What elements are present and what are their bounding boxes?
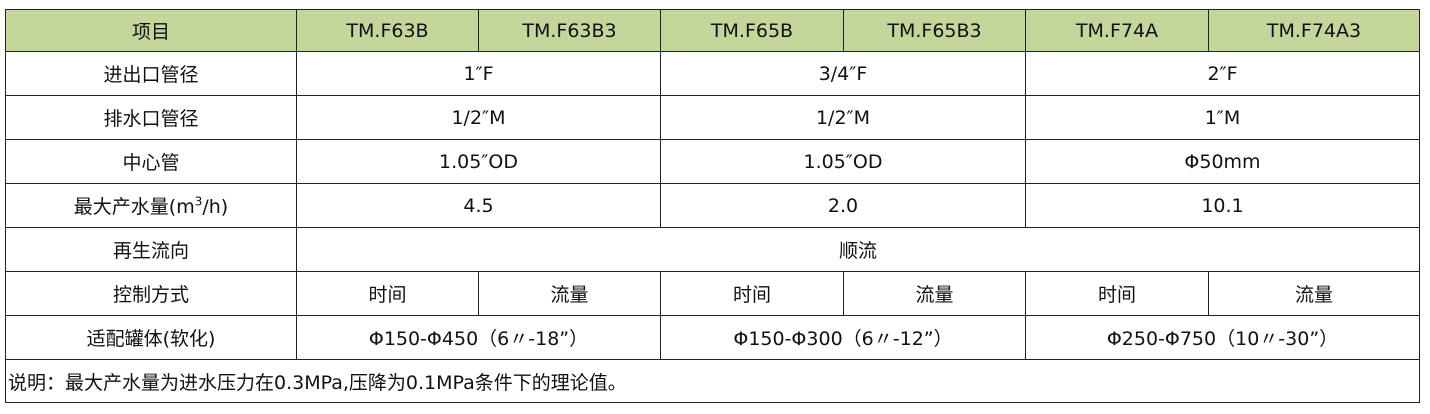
table-row: 进出口管径 1″F 3/4″F 2″F	[5, 51, 1420, 96]
cell: 流量	[1208, 271, 1420, 316]
row-label: 最大产水量(m3/h)	[5, 183, 297, 228]
spec-table: 项目 TM.F63B TM.F63B3 TM.F65B TM.F65B3 TM.…	[5, 9, 1420, 403]
cell: Φ150-Φ450（6〃-18”）	[296, 315, 661, 360]
cell: 流量	[478, 271, 661, 316]
cell: 2.0	[660, 183, 1026, 228]
row-label: 排水口管径	[5, 95, 297, 140]
cell: Φ150-Φ300（6〃-12”）	[660, 315, 1026, 360]
note-text: 说明：最大产水量为进水压力在0.3MPa,压降为0.1MPa条件下的理论值。	[5, 359, 1420, 403]
table-row: 中心管 1.05″OD 1.05″OD Φ50mm	[5, 139, 1420, 184]
header-model: TM.F74A	[1025, 9, 1209, 52]
row-label: 中心管	[5, 139, 297, 184]
cell: 时间	[660, 271, 844, 316]
table-row: 适配罐体(软化) Φ150-Φ450（6〃-18”） Φ150-Φ300（6〃-…	[5, 315, 1420, 360]
row-label: 适配罐体(软化)	[5, 315, 297, 360]
row-label: 再生流向	[5, 227, 297, 272]
header-model: TM.F65B	[660, 9, 844, 52]
table-row: 排水口管径 1/2″M 1/2″M 1″M	[5, 95, 1420, 140]
label-text: /h)	[202, 196, 229, 218]
label-sup: 3	[194, 194, 203, 209]
label-text: 最大产水量(m	[73, 196, 195, 218]
header-model: TM.F65B3	[843, 9, 1026, 52]
cell: 10.1	[1025, 183, 1420, 228]
cell: Φ50mm	[1025, 139, 1420, 184]
cell: 4.5	[296, 183, 661, 228]
cell: 时间	[296, 271, 479, 316]
header-model: TM.F74A3	[1208, 9, 1420, 52]
header-model: TM.F63B	[296, 9, 479, 52]
cell: 顺流	[296, 227, 1420, 272]
table-row: 最大产水量(m3/h) 4.5 2.0 10.1	[5, 183, 1420, 228]
cell: 1″F	[296, 51, 661, 96]
cell: 时间	[1025, 271, 1209, 316]
header-model: TM.F63B3	[478, 9, 661, 52]
header-row: 项目 TM.F63B TM.F63B3 TM.F65B TM.F65B3 TM.…	[5, 9, 1420, 52]
note-row: 说明：最大产水量为进水压力在0.3MPa,压降为0.1MPa条件下的理论值。	[5, 359, 1420, 403]
cell: 流量	[843, 271, 1026, 316]
cell: 1/2″M	[660, 95, 1026, 140]
table-row: 再生流向 顺流	[5, 227, 1420, 272]
cell: 1.05″OD	[296, 139, 661, 184]
cell: 1″M	[1025, 95, 1420, 140]
cell: 1.05″OD	[660, 139, 1026, 184]
row-label: 进出口管径	[5, 51, 297, 96]
cell: Φ250-Φ750（10〃-30”）	[1025, 315, 1420, 360]
header-item: 项目	[5, 9, 297, 52]
row-label: 控制方式	[5, 271, 297, 316]
table-row: 控制方式 时间 流量 时间 流量 时间 流量	[5, 271, 1420, 316]
cell: 2″F	[1025, 51, 1420, 96]
cell: 3/4″F	[660, 51, 1026, 96]
cell: 1/2″M	[296, 95, 661, 140]
